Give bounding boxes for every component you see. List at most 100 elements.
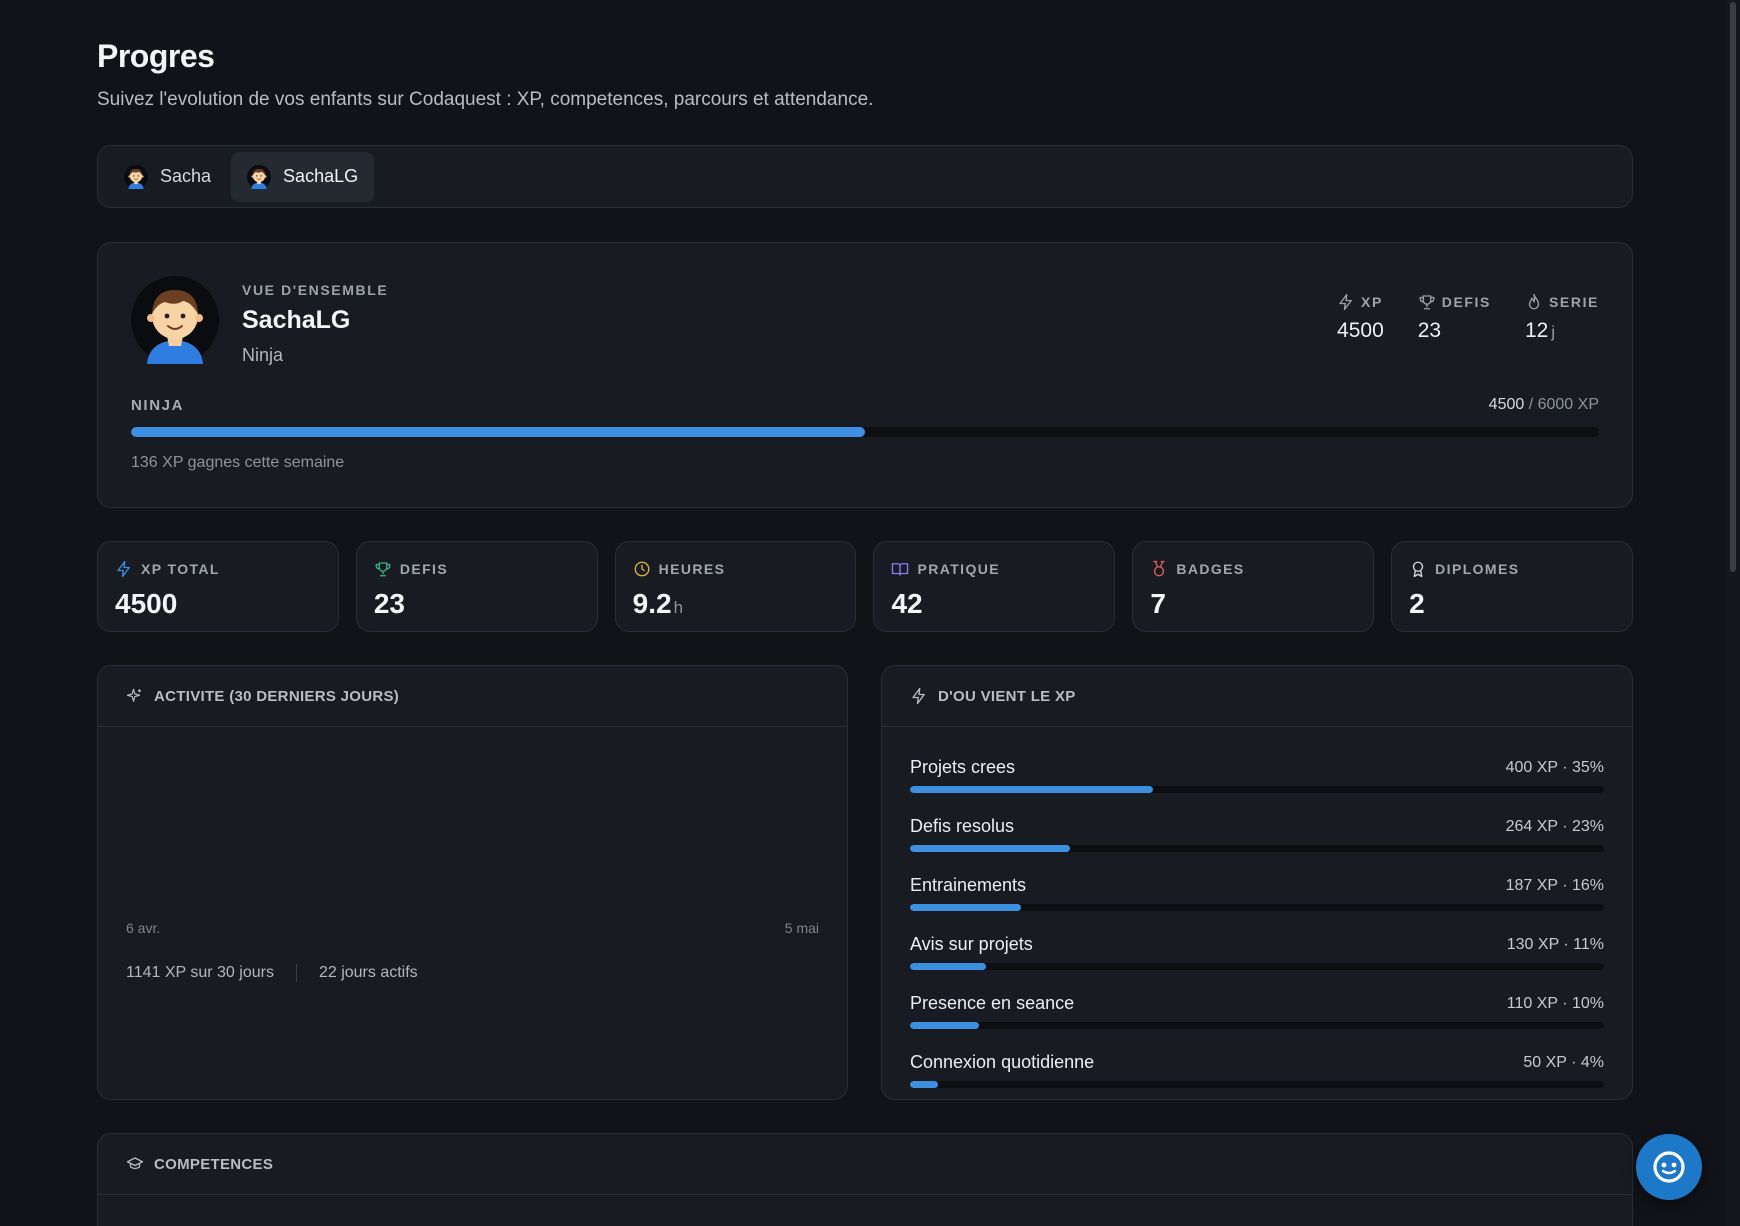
stat-card-xp-total: XP TOTAL 4500 <box>97 541 339 632</box>
page-title: Progres <box>97 38 215 74</box>
summary-divider <box>295 964 297 982</box>
overview-stat-value: 23 <box>1417 319 1442 342</box>
competences-title: COMPETENCES <box>154 1155 274 1173</box>
xp-source-name: Entrainements <box>910 875 1027 895</box>
xp-source-item: Connexion quotidienne 50 XP · 4% <box>910 1052 1604 1088</box>
child-rank: Ninja <box>242 345 284 365</box>
rank-progress-label: NINJA <box>131 396 185 414</box>
xp-source-amount: 187 XP · 16% <box>1505 876 1604 894</box>
scrollbar-thumb[interactable] <box>1730 2 1736 572</box>
xp-source-item: Projets crees 400 XP · 35% <box>910 757 1604 793</box>
xp-source-amount: 110 XP · 10% <box>1506 994 1604 1012</box>
xp-source-amount: 400 XP · 35% <box>1505 758 1604 776</box>
stat-card-value: 2 <box>1409 588 1425 619</box>
xp-source-name: Avis sur projets <box>910 934 1033 954</box>
trophy-icon <box>375 562 391 577</box>
overview-stats: XP 4500 DEFIS 23 SERIE 12 j <box>1337 293 1599 343</box>
xp-source-fill <box>910 786 1153 793</box>
stat-card-heures: HEURES 9.2 h <box>614 541 857 632</box>
activity-active-days: 22 jours actifs <box>318 964 418 981</box>
book-icon <box>892 563 909 576</box>
assistant-chat-button[interactable] <box>1636 1134 1702 1200</box>
stat-card-badges: BADGES 7 <box>1132 541 1375 632</box>
xp-source-name: Presence en seance <box>910 993 1075 1013</box>
overview-stat-defis: DEFIS 23 <box>1418 293 1491 343</box>
xp-sources-title: D'OU VIENT LE XP <box>938 687 1076 705</box>
rank-progress-bar <box>131 427 1599 437</box>
page-scrollbar[interactable] <box>1726 0 1740 1226</box>
overview-card: VUE D'ENSEMBLE SachaLG Ninja XP 4500 DEF… <box>97 242 1633 508</box>
overview-stat-value: 4500 <box>1337 319 1384 342</box>
medal-icon <box>1153 560 1166 577</box>
progress-page: Progres Suivez l'evolution de vos enfant… <box>97 38 1633 1226</box>
activity-summary: 1141 XP sur 30 jours 22 jours actifs <box>126 964 418 982</box>
stat-card-label: DEFIS <box>399 561 449 577</box>
xp-source-bar <box>910 1081 1604 1088</box>
activity-end-date: 5 mai <box>784 920 819 936</box>
overview-stat-unit: j <box>1551 324 1555 341</box>
stat-card-label: DIPLOMES <box>1435 561 1520 577</box>
xp-source-name: Projets crees <box>910 757 1016 777</box>
xp-source-bar <box>910 963 1604 970</box>
stat-card-value: 42 <box>891 588 923 619</box>
avatar <box>131 276 219 364</box>
kid-tab-sachalg[interactable]: SachaLG <box>231 151 375 202</box>
xp-source-item: Defis resolus 264 XP · 23% <box>910 816 1604 852</box>
flame-icon <box>1528 293 1540 310</box>
xp-source-name: Defis resolus <box>910 816 1015 836</box>
bolt-icon <box>117 560 130 578</box>
stat-card-value: 7 <box>1150 588 1166 619</box>
xp-source-bar <box>910 786 1604 793</box>
xp-source-item: Presence en seance 110 XP · 10% <box>910 993 1604 1029</box>
xp-source-item: Entrainements 187 XP · 16% <box>910 875 1604 911</box>
stat-card-label: BADGES <box>1176 561 1245 577</box>
weekly-xp: 136 XP gagnes cette semaine <box>131 454 345 471</box>
stat-card-pratique: PRATIQUE 42 <box>873 541 1116 632</box>
xp-source-amount: 130 XP · 11% <box>1506 935 1604 953</box>
clock-icon <box>634 561 650 577</box>
page-subtitle: Suivez l'evolution de vos enfants sur Co… <box>97 89 874 110</box>
stat-card-value: 9.2 <box>632 588 672 619</box>
xp-source-amount: 50 XP · 4% <box>1523 1053 1604 1071</box>
stat-card-label: XP TOTAL <box>141 561 220 577</box>
xp-source-amount: 264 XP · 23% <box>1505 817 1604 835</box>
stat-cards: XP TOTAL 4500 DEFIS 23 HEURES 9.2 h PRATI… <box>97 541 1633 632</box>
overview-stat-value: 12 <box>1524 319 1549 342</box>
bolt-icon <box>912 687 925 705</box>
activity-panel: ACTIVITE (30 DERNIERS JOURS) 6 avr. 5 ma… <box>97 665 848 1100</box>
competences-panel: COMPETENCES <box>97 1133 1633 1226</box>
overview-eyebrow: VUE D'ENSEMBLE <box>242 282 389 298</box>
bolt-icon <box>1339 293 1352 311</box>
rank-current-xp: 4500 <box>1488 396 1525 413</box>
xp-source-fill <box>910 1022 980 1029</box>
child-name: SachaLG <box>242 306 351 334</box>
rank-progress-value: 4500 / 6000 XP <box>1489 396 1599 414</box>
overview-stat-label: SERIE <box>1548 294 1599 310</box>
xp-sources-panel: D'OU VIENT LE XP Projets crees 400 XP · 3… <box>881 665 1633 1100</box>
rank-progress: NINJA 4500 / 6000 XP 136 XP gagnes cette… <box>131 396 1599 472</box>
kid-selector: Sacha SachaLG <box>97 145 1633 208</box>
stat-card-label: HEURES <box>658 561 726 577</box>
rank-progress-fill <box>131 427 865 437</box>
activity-panel-header: ACTIVITE (30 DERNIERS JOURS) <box>98 666 847 727</box>
stat-card-defis: DEFIS 23 <box>355 541 598 632</box>
xp-source-fill <box>910 904 1022 911</box>
stat-card-label: PRATIQUE <box>917 561 1000 577</box>
stat-card-unit: h <box>673 598 684 617</box>
xp-source-item: Avis sur projets 130 XP · 11% <box>910 934 1604 970</box>
overview-stat-serie: SERIE 12 j <box>1525 293 1599 343</box>
graduation-cap-icon <box>126 1157 144 1170</box>
sparkles-icon <box>126 688 141 702</box>
robot-face-icon <box>1653 1151 1685 1183</box>
avatar-icon <box>124 165 148 189</box>
stat-card-diplomes: DIPLOMES 2 <box>1391 541 1633 632</box>
kid-tab-sacha[interactable]: Sacha <box>108 152 227 202</box>
xp-source-bar <box>910 1022 1604 1029</box>
activity-axis: 6 avr. 5 mai <box>126 920 819 936</box>
kid-tab-label: SachaLG <box>283 166 359 186</box>
xp-source-fill <box>910 963 987 970</box>
stat-card-value: 23 <box>373 588 405 619</box>
activity-xp-total: 1141 XP sur 30 jours <box>126 964 274 981</box>
xp-sources-list: Projets crees 400 XP · 35% Defis resolus 2… <box>882 727 1632 1088</box>
xp-source-fill <box>910 1081 938 1088</box>
